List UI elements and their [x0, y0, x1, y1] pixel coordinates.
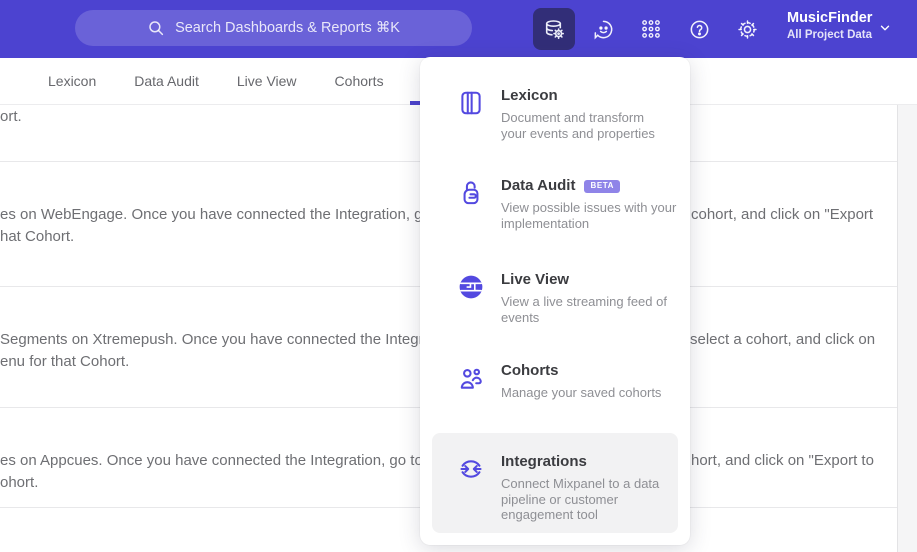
- top-nav-bar: Search Dashboards & Reports ⌘K: [0, 0, 917, 58]
- menu-item-cohorts[interactable]: Cohorts Manage your saved cohorts: [420, 362, 690, 401]
- menu-item-description: Connect Mixpanel to a data pipeline or c…: [501, 476, 660, 523]
- row-text-left: es on WebEngage. Once you have connected…: [0, 206, 473, 223]
- menu-item-title: Cohorts: [501, 362, 559, 379]
- project-scope: All Project Data: [787, 28, 872, 41]
- database-gear-icon: [545, 20, 564, 39]
- help-icon: [690, 20, 708, 38]
- row-text-right: select a cohort, and click on: [690, 331, 876, 348]
- live-view-globe-icon: [459, 275, 483, 299]
- integrations-sync-icon: [460, 460, 482, 478]
- data-management-dropdown: Lexicon Document and transform your even…: [420, 57, 690, 545]
- project-name: MusicFinder: [787, 10, 873, 26]
- search-placeholder: Search Dashboards & Reports ⌘K: [175, 20, 400, 36]
- settings-button[interactable]: [726, 8, 768, 50]
- tab-live-view[interactable]: Live View: [236, 73, 297, 89]
- row-text-right: hort, and click on "Export to: [691, 452, 874, 469]
- row-text: ort.: [0, 108, 22, 125]
- row-text-left: es on Appcues. Once you have connected t…: [0, 452, 465, 469]
- menu-item-description: View a live streaming feed of events: [501, 294, 667, 325]
- menu-item-description: Manage your saved cohorts: [501, 385, 662, 400]
- menu-item-title: Integrations: [501, 453, 587, 470]
- menu-item-integrations[interactable]: Integrations Connect Mixpanel to a data …: [432, 433, 678, 533]
- beta-badge: BETA: [584, 179, 621, 193]
- tab-lexicon[interactable]: Lexicon: [48, 73, 97, 89]
- tab-cohorts[interactable]: Cohorts: [334, 73, 384, 89]
- apps-grid-button[interactable]: [630, 8, 672, 50]
- data-audit-lock-icon: [463, 181, 479, 205]
- project-switcher[interactable]: MusicFinder All Project Data: [787, 9, 882, 43]
- gear-icon: [737, 19, 757, 39]
- vertical-scrollbar[interactable]: [897, 105, 917, 552]
- tab-data-audit[interactable]: Data Audit: [134, 73, 199, 89]
- search-input[interactable]: Search Dashboards & Reports ⌘K: [75, 10, 472, 46]
- lexicon-book-icon: [461, 91, 481, 115]
- search-icon: [149, 21, 164, 36]
- row-text-left: Segments on Xtremepush. Once you have co…: [0, 331, 461, 348]
- data-management-button[interactable]: [533, 8, 575, 50]
- help-button[interactable]: [678, 8, 720, 50]
- menu-item-title: Lexicon: [501, 87, 558, 104]
- feedback-smiley-icon: [594, 20, 612, 39]
- menu-item-title: Live View: [501, 271, 570, 288]
- menu-item-live-view[interactable]: Live View View a live streaming feed of …: [420, 271, 690, 325]
- apps-grid-icon: [642, 20, 660, 38]
- active-tab-underline: [410, 101, 421, 105]
- row-text-line2: ohort.: [0, 474, 39, 491]
- row-text-line2: enu for that Cohort.: [0, 353, 130, 370]
- menu-item-data-audit[interactable]: Data Audit BETA View possible issues wit…: [420, 177, 690, 231]
- feedback-button[interactable]: [582, 8, 624, 50]
- row-text-line2: hat Cohort.: [0, 228, 75, 245]
- cohorts-users-icon: [460, 368, 482, 389]
- menu-item-description: View possible issues with your implement…: [501, 200, 677, 231]
- row-text-right: cohort, and click on "Export: [691, 206, 874, 223]
- chevron-down-icon[interactable]: [878, 21, 892, 35]
- menu-item-description: Document and transform your events and p…: [501, 110, 655, 141]
- menu-item-title: Data Audit: [501, 177, 576, 194]
- menu-item-lexicon[interactable]: Lexicon Document and transform your even…: [420, 87, 690, 141]
